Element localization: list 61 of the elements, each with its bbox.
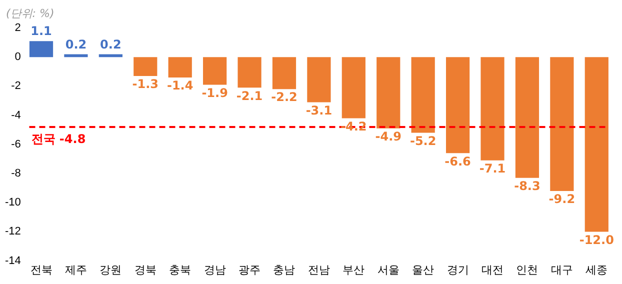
y-tick-label: -12 — [4, 226, 21, 238]
data-label: -2.1 — [236, 88, 263, 103]
bar — [515, 57, 540, 178]
bar — [376, 57, 400, 128]
y-tick-label: 2 — [14, 22, 21, 34]
bar — [98, 54, 122, 58]
y-tick-label: -14 — [4, 254, 21, 267]
x-tick-label: 충북 — [169, 264, 192, 276]
x-tick-label: 서울 — [377, 264, 400, 276]
x-tick-label: 부산 — [342, 264, 365, 276]
x-tick-label: 강원 — [100, 264, 122, 276]
data-label: -7.1 — [479, 162, 506, 176]
bar — [64, 54, 88, 58]
data-label: 1.1 — [30, 24, 52, 38]
bar — [203, 57, 227, 85]
data-label: -9.2 — [548, 192, 576, 206]
data-label: -1.4 — [166, 78, 194, 93]
y-tick-label: 0 — [14, 51, 21, 64]
bar — [168, 57, 192, 78]
y-tick-label: -4 — [11, 109, 21, 122]
bar — [307, 57, 331, 102]
x-tick-label: 광주 — [238, 264, 261, 276]
x-tick-label: 세종 — [586, 264, 608, 276]
data-label: -8.3 — [514, 178, 540, 193]
data-label: -1.9 — [202, 86, 228, 100]
bar — [238, 57, 262, 88]
bar — [342, 57, 366, 118]
bar — [272, 57, 296, 90]
data-label: 0.2 — [65, 37, 87, 52]
text: (단위: %) — [6, 6, 54, 21]
data-label: 0.2 — [100, 37, 122, 52]
x-tick-label: 대구 — [550, 264, 573, 276]
x-tick-label: 경남 — [204, 264, 226, 276]
x-tick-label: 전남 — [308, 264, 330, 276]
x-tick-label: 충남 — [273, 264, 296, 276]
x-tick-label: 대전 — [482, 264, 504, 276]
y-tick-label: -8 — [11, 168, 21, 180]
bar — [134, 57, 158, 76]
data-label: -5.2 — [410, 134, 436, 148]
bar — [550, 57, 574, 191]
data-label: -1.3 — [132, 77, 159, 92]
data-label: -3.1 — [306, 103, 332, 118]
bar — [411, 57, 435, 133]
data-label: -12.0 — [579, 232, 614, 247]
x-tick-label: 전북 — [30, 264, 52, 276]
bar — [446, 57, 470, 154]
y-tick-label: -10 — [4, 196, 21, 209]
x-tick-label: 울산 — [412, 264, 434, 276]
data-label: -6.6 — [444, 154, 471, 168]
x-tick-label: 인천 — [516, 264, 538, 276]
data-label: -4.9 — [375, 130, 402, 144]
ref-line-label: 전국 -4.8 — [31, 132, 86, 146]
x-tick-label: 경북 — [134, 264, 156, 276]
bar — [29, 41, 54, 58]
x-tick-label: 제주 — [64, 264, 87, 276]
y-tick-label: -2 — [11, 80, 21, 92]
x-tick-label: 경기 — [446, 264, 469, 276]
y-tick-label: -6 — [11, 138, 21, 150]
bar — [584, 57, 608, 232]
bar — [480, 57, 504, 160]
data-label: -2.2 — [271, 90, 298, 104]
